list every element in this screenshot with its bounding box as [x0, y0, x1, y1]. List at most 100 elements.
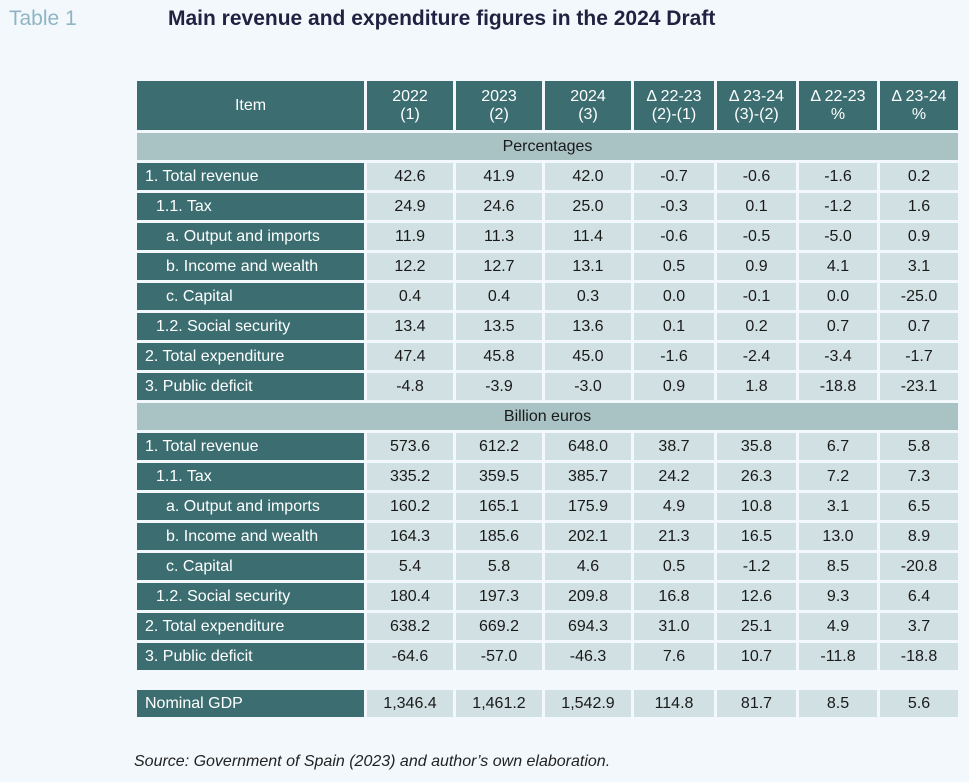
table-cell: 5.6 — [880, 690, 958, 717]
table-cell: -11.8 — [799, 643, 877, 670]
column-header-2023: 2023 (2) — [456, 81, 542, 130]
spacer-cell — [137, 673, 958, 687]
table-cell: 35.8 — [717, 433, 796, 460]
table-cell: 0.9 — [880, 223, 958, 250]
table-cell: -0.3 — [634, 193, 714, 220]
table-cell: 1.6 — [880, 193, 958, 220]
table-cell: 24.9 — [367, 193, 453, 220]
table-cell: 0.2 — [880, 163, 958, 190]
table-row: 1.2. Social security 180.4 197.3 209.8 16.8 1… — [137, 583, 958, 610]
table-cell: 31.0 — [634, 613, 714, 640]
table-cell: 10.8 — [717, 493, 796, 520]
table-cell: -57.0 — [456, 643, 542, 670]
row-label: 1.2. Social security — [137, 583, 364, 610]
table-cell: -1.7 — [880, 343, 958, 370]
table-cell: 0.9 — [717, 253, 796, 280]
table-cell: 160.2 — [367, 493, 453, 520]
table-cell: -5.0 — [799, 223, 877, 250]
table-cell: 164.3 — [367, 523, 453, 550]
table-cell: 209.8 — [545, 583, 631, 610]
table-cell: 41.9 — [456, 163, 542, 190]
table-cell: 0.0 — [799, 283, 877, 310]
table-cell: -4.8 — [367, 373, 453, 400]
table-cell: -18.8 — [880, 643, 958, 670]
row-label: b. Income and wealth — [137, 253, 364, 280]
table-cell: 16.8 — [634, 583, 714, 610]
section-header-row: Percentages — [137, 133, 958, 160]
table-cell: -3.4 — [799, 343, 877, 370]
row-label: 2. Total expenditure — [137, 343, 364, 370]
column-header-delta-22-23: Δ 22-23 (2)-(1) — [634, 81, 714, 130]
row-label: 1.1. Tax — [137, 193, 364, 220]
table-row: a. Output and imports 11.9 11.3 11.4 -0.6 -0.… — [137, 223, 958, 250]
table-cell: 10.7 — [717, 643, 796, 670]
table-cell: -0.7 — [634, 163, 714, 190]
table-row: 1. Total revenue 573.6 612.2 648.0 38.7 35.8 6… — [137, 433, 958, 460]
table-row: 2. Total expenditure 638.2 669.2 694.3 31.0 2… — [137, 613, 958, 640]
table-cell: 0.5 — [634, 553, 714, 580]
table-cell: 4.9 — [799, 613, 877, 640]
table-row: 1.2. Social security 13.4 13.5 13.6 0.1 0.2 0.… — [137, 313, 958, 340]
table-cell: 165.1 — [456, 493, 542, 520]
row-label: Nominal GDP — [137, 690, 364, 717]
table-cell: 0.4 — [456, 283, 542, 310]
table-cell: 12.2 — [367, 253, 453, 280]
table-label: Table 1 — [9, 7, 77, 30]
table-cell: 11.9 — [367, 223, 453, 250]
table-cell: 1,542.9 — [545, 690, 631, 717]
table-cell: 26.3 — [717, 463, 796, 490]
table-cell: 180.4 — [367, 583, 453, 610]
column-header-delta-23-24: Δ 23-24 (3)-(2) — [717, 81, 796, 130]
source-note: Source: Government of Spain (2023) and a… — [134, 753, 611, 770]
table-cell: 6.4 — [880, 583, 958, 610]
table-cell: 0.1 — [717, 193, 796, 220]
table-cell: -3.0 — [545, 373, 631, 400]
table-cell: -3.9 — [456, 373, 542, 400]
table-cell: 648.0 — [545, 433, 631, 460]
table-row: Nominal GDP 1,346.4 1,461.2 1,542.9 114.8 81.… — [137, 690, 958, 717]
row-label: b. Income and wealth — [137, 523, 364, 550]
table-cell: 4.1 — [799, 253, 877, 280]
revenue-expenditure-table: Item 2022 (1) 2023 (2) 2024 (3) Δ 22-23 (2)-… — [134, 78, 961, 720]
table-cell: 4.6 — [545, 553, 631, 580]
table-cell: -1.6 — [799, 163, 877, 190]
table-cell: 13.1 — [545, 253, 631, 280]
row-label: c. Capital — [137, 283, 364, 310]
table-cell: -1.2 — [799, 193, 877, 220]
table-cell: 5.4 — [367, 553, 453, 580]
table-cell: 45.0 — [545, 343, 631, 370]
table-cell: 4.9 — [634, 493, 714, 520]
table-cell: 612.2 — [456, 433, 542, 460]
table-cell: 573.6 — [367, 433, 453, 460]
table-cell: 5.8 — [456, 553, 542, 580]
table-cell: 1,461.2 — [456, 690, 542, 717]
table-cell: 7.3 — [880, 463, 958, 490]
table-cell: 202.1 — [545, 523, 631, 550]
row-label: 1.1. Tax — [137, 463, 364, 490]
table-cell: 3.7 — [880, 613, 958, 640]
table-cell: 11.4 — [545, 223, 631, 250]
table-cell: -1.6 — [634, 343, 714, 370]
table-cell: 8.5 — [799, 690, 877, 717]
table-cell: 694.3 — [545, 613, 631, 640]
table-cell: 9.3 — [799, 583, 877, 610]
table-cell: 12.7 — [456, 253, 542, 280]
table-cell: -2.4 — [717, 343, 796, 370]
row-label: a. Output and imports — [137, 493, 364, 520]
table-cell: 13.4 — [367, 313, 453, 340]
table-cell: 21.3 — [634, 523, 714, 550]
table-cell: 0.5 — [634, 253, 714, 280]
table-cell: 24.2 — [634, 463, 714, 490]
table-cell: 197.3 — [456, 583, 542, 610]
table-row: c. Capital 5.4 5.8 4.6 0.5 -1.2 8.5 -20.8 — [137, 553, 958, 580]
table-cell: 335.2 — [367, 463, 453, 490]
table-body: Percentages 1. Total revenue 42.6 41.9 42.0-… — [137, 133, 958, 717]
row-label: 1. Total revenue — [137, 163, 364, 190]
table-cell: 359.5 — [456, 463, 542, 490]
table-cell: -46.3 — [545, 643, 631, 670]
table-row: 1.1. Tax 24.9 24.6 25.0 -0.3 0.1 -1.2 1.6 — [137, 193, 958, 220]
table-cell: 24.6 — [456, 193, 542, 220]
table-row: c. Capital 0.4 0.4 0.3 0.0 -0.1 0.0 -25.0 — [137, 283, 958, 310]
table-cell: 6.7 — [799, 433, 877, 460]
table-row: 1.1. Tax 335.2 359.5 385.7 24.2 26.3 7.2 7.3 — [137, 463, 958, 490]
